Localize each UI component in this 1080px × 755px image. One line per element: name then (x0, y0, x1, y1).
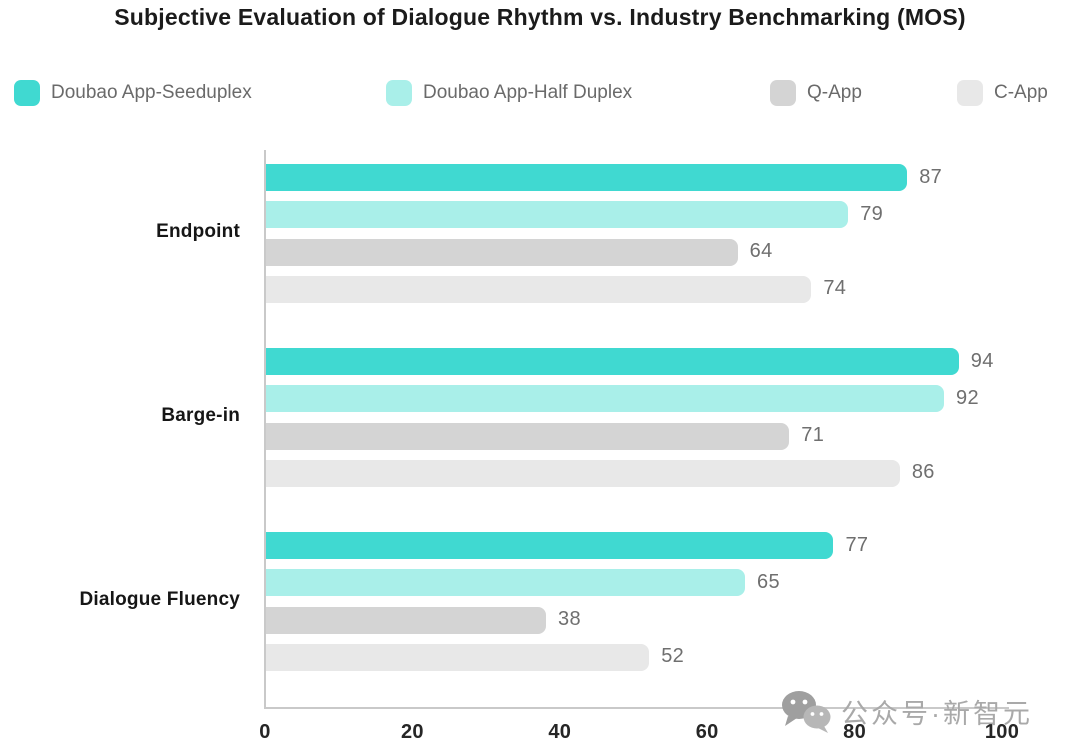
legend-item: Q-App (770, 79, 862, 107)
bar (266, 348, 959, 375)
chart-title: Subjective Evaluation of Dialogue Rhythm… (114, 4, 966, 30)
bar-value-label: 86 (911, 461, 935, 484)
legend-label: C-App (994, 82, 1048, 103)
legend-label: Doubao App-Seeduplex (51, 82, 252, 103)
category-label: Endpoint (156, 221, 240, 243)
bar (266, 606, 547, 634)
bar-value-label: 71 (801, 424, 825, 447)
wechat-icon (779, 689, 833, 733)
bar-value-label: 92 (956, 386, 979, 409)
legend-swatch-icon (14, 80, 40, 106)
x-axis-tick-label: 20 (400, 721, 424, 743)
bar (266, 238, 738, 266)
bar (266, 275, 812, 303)
bar (266, 532, 834, 559)
x-axis-line (264, 707, 1009, 709)
bar (266, 201, 849, 229)
bar (266, 569, 746, 597)
bar-value-label: 74 (823, 277, 847, 300)
bar (266, 164, 908, 191)
y-axis-line (264, 150, 266, 708)
bar (266, 422, 790, 450)
bar-value-label: 77 (845, 533, 869, 556)
category-label: Barge-in (161, 405, 240, 427)
x-axis-tick-label: 60 (695, 721, 719, 743)
bar-value-label: 87 (919, 165, 943, 188)
x-axis-tick-label: 40 (548, 721, 572, 743)
x-axis-tick-label: 0 (259, 721, 271, 743)
bar-value-label: 64 (749, 240, 773, 263)
bar-value-label: 52 (661, 645, 685, 668)
legend-swatch-icon (770, 80, 796, 106)
watermark: 公众号·新智元 (779, 689, 1033, 733)
legend-label: Doubao App-Half Duplex (423, 82, 633, 103)
bar-value-label: 65 (757, 570, 780, 593)
legend-swatch-icon (386, 80, 412, 106)
bar (266, 459, 900, 487)
legend-label: Q-App (807, 82, 862, 103)
legend-swatch-icon (957, 80, 983, 106)
category-label: Dialogue Fluency (79, 589, 240, 611)
x-axis-tick-label: 100 (984, 721, 1020, 743)
legend-item: Doubao App-Seeduplex (14, 79, 252, 107)
legend-item: C-App (957, 79, 1048, 107)
x-axis-tick-label: 80 (843, 721, 867, 743)
watermark-text: 公众号·新智元 (841, 698, 1033, 729)
bar (266, 643, 650, 671)
bar-value-label: 38 (558, 608, 581, 631)
legend-item: Doubao App-Half Duplex (386, 79, 632, 107)
bar (266, 385, 945, 413)
bar-value-label: 79 (860, 202, 884, 225)
bar-value-label: 94 (970, 349, 994, 372)
